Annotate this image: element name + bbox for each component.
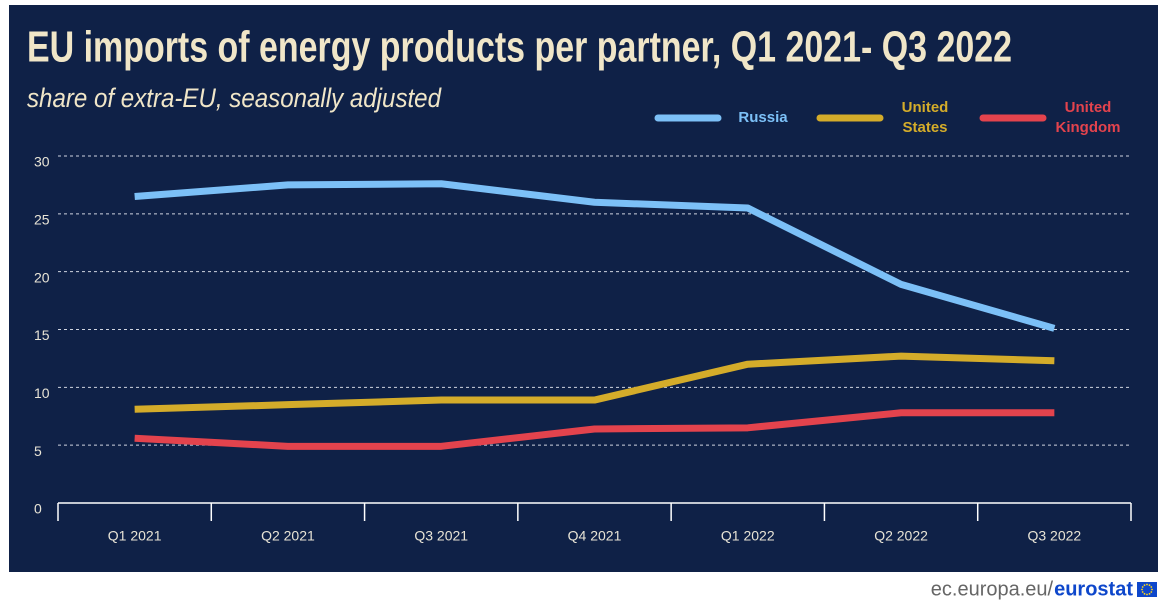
legend-label: United States xyxy=(902,99,949,136)
legend-label: Russia xyxy=(738,109,788,126)
flag-star xyxy=(1146,583,1148,586)
flag-star xyxy=(1141,586,1144,588)
flag-star xyxy=(1151,588,1153,591)
x-tick-label: Q3 2022 xyxy=(1027,528,1081,544)
x-tick-label: Q2 2022 xyxy=(874,528,928,544)
flag-star xyxy=(1148,584,1151,587)
flag-star xyxy=(1143,584,1146,587)
flag-star xyxy=(1141,591,1144,593)
series-line xyxy=(134,352,1055,413)
y-tick-label: 5 xyxy=(34,443,42,459)
x-tick-label: Q1 2022 xyxy=(721,528,775,544)
y-tick-label: 30 xyxy=(34,154,50,170)
footer-brand: eurostat xyxy=(1054,578,1133,600)
flag-star xyxy=(1148,592,1151,595)
flag-bg xyxy=(1137,582,1157,597)
y-tick-label: 20 xyxy=(34,269,50,285)
x-tick-label: Q2 2021 xyxy=(261,528,315,544)
series-line xyxy=(134,409,1055,450)
x-tick-label: Q4 2021 xyxy=(568,528,622,544)
y-tick-label: 15 xyxy=(34,327,50,343)
y-tick-label: 0 xyxy=(34,501,42,517)
flag-star xyxy=(1141,588,1143,591)
flag-star xyxy=(1150,591,1153,593)
footer-domain: ec.europa.eu/ xyxy=(931,578,1054,600)
legend-label: United Kingdom xyxy=(1056,99,1121,136)
chart-title: EU imports of energy products per partne… xyxy=(27,23,1012,72)
panel xyxy=(9,5,1158,572)
y-tick-label: 10 xyxy=(34,385,50,401)
eu-flag xyxy=(1137,582,1157,597)
flag-star xyxy=(1146,593,1148,596)
x-tick-label: Q1 2021 xyxy=(108,528,162,544)
x-tick-label: Q3 2021 xyxy=(414,528,468,544)
y-tick-label: 25 xyxy=(34,212,50,228)
series-line xyxy=(134,180,1056,332)
chart-subtitle: share of extra-EU, seasonally adjusted xyxy=(27,83,442,113)
flag-star xyxy=(1143,592,1146,595)
flag-star xyxy=(1150,586,1153,588)
